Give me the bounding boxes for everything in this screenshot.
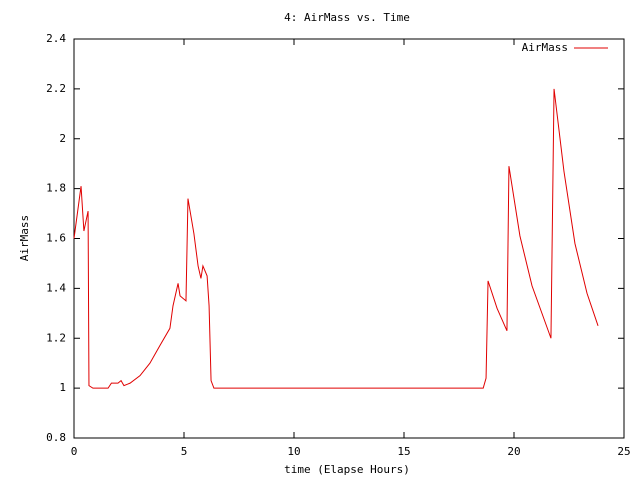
x-tick-label: 0	[71, 445, 78, 458]
y-tick-label: 1	[59, 381, 66, 394]
y-tick-label: 1.4	[46, 281, 66, 294]
y-tick-label: 2.2	[46, 82, 66, 95]
chart-title: 4: AirMass vs. Time	[284, 11, 410, 24]
x-tick-label: 10	[287, 445, 300, 458]
y-tick-label: 1.8	[46, 182, 66, 195]
y-tick-label: 2	[59, 132, 66, 145]
x-tick-label: 25	[617, 445, 630, 458]
x-tick-label: 5	[181, 445, 188, 458]
y-tick-label: 2.4	[46, 32, 66, 45]
x-axis-label: time (Elapse Hours)	[284, 463, 410, 476]
data-line	[73, 88, 599, 389]
x-tick-label: 15	[397, 445, 410, 458]
y-tick-label: 0.8	[46, 431, 66, 444]
x-tick-label: 20	[507, 445, 520, 458]
y-tick-label: 1.2	[46, 331, 66, 344]
legend-label: AirMass	[522, 41, 568, 54]
y-axis-label: AirMass	[18, 215, 31, 261]
y-tick-label: 1.6	[46, 232, 66, 245]
